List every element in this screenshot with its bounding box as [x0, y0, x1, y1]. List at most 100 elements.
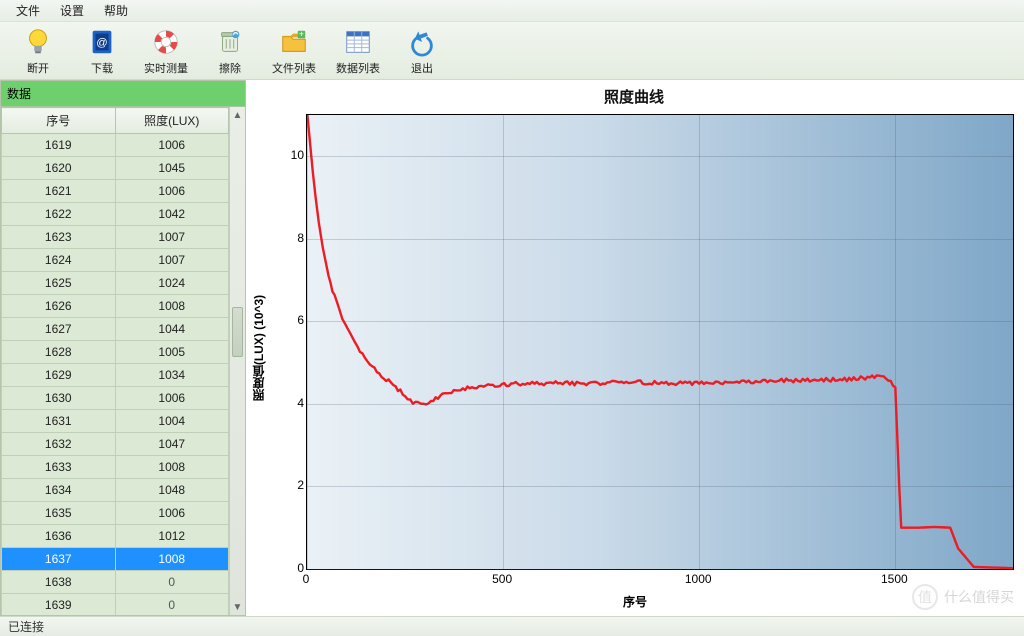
table-row[interactable]: 16231007	[2, 226, 229, 249]
toolbar-label: 文件列表	[272, 60, 316, 76]
disconnect-icon	[22, 26, 54, 58]
table-row[interactable]: 16261008	[2, 295, 229, 318]
y-tick-label: 6	[297, 313, 304, 327]
table-row[interactable]: 16321047	[2, 433, 229, 456]
table-row[interactable]: 16390	[2, 594, 229, 616]
table-row[interactable]: 16331008	[2, 456, 229, 479]
gridline-v	[307, 115, 308, 569]
x-tick-label: 1000	[685, 572, 712, 586]
column-seq[interactable]: 序号	[2, 108, 116, 134]
cell-seq: 1631	[2, 410, 116, 433]
menu-file[interactable]: 文件	[6, 0, 50, 21]
cell-seq: 1627	[2, 318, 116, 341]
gridline-h	[307, 239, 1013, 240]
cell-seq: 1632	[2, 433, 116, 456]
data-panel: 数据 序号 照度(LUX) 16191006162010451621100616…	[0, 80, 246, 616]
toolbar-realtime-button[interactable]: 实时测量	[134, 23, 198, 79]
table-row[interactable]: 16301006	[2, 387, 229, 410]
toolbar-label: 下载	[91, 60, 113, 76]
chart-plot-container	[306, 114, 1014, 570]
status-bar: 已连接	[0, 616, 1024, 636]
toolbar-label: 实时测量	[144, 60, 188, 76]
table-row[interactable]: 16311004	[2, 410, 229, 433]
table-row[interactable]: 16201045	[2, 157, 229, 180]
menu-settings[interactable]: 设置	[50, 0, 94, 21]
x-axis: 050010001500	[306, 572, 1014, 590]
cell-seq: 1624	[2, 249, 116, 272]
table-row[interactable]: 16371008	[2, 548, 229, 571]
cell-lux: 1024	[115, 272, 229, 295]
cell-lux: 1008	[115, 295, 229, 318]
toolbar-label: 擦除	[219, 60, 241, 76]
toolbar-filelist-button[interactable]: +文件列表	[262, 23, 326, 79]
y-tick-label: 2	[297, 478, 304, 492]
toolbar-label: 退出	[411, 60, 433, 76]
cell-lux: 1007	[115, 249, 229, 272]
series-line	[307, 115, 1013, 568]
menu-help[interactable]: 帮助	[94, 0, 138, 21]
chart-panel: 照度曲线 照度值(LUX) (10^3) 0246810 05001000150…	[246, 80, 1024, 616]
table-row[interactable]: 16341048	[2, 479, 229, 502]
cell-seq: 1620	[2, 157, 116, 180]
cell-lux: 1008	[115, 456, 229, 479]
connection-status: 已连接	[8, 618, 44, 635]
scroll-up-arrow[interactable]: ▲	[230, 107, 245, 123]
table-row[interactable]: 16191006	[2, 134, 229, 157]
table-row[interactable]: 16271044	[2, 318, 229, 341]
y-axis-label: 照度值(LUX) (10^3)	[250, 295, 267, 401]
cell-seq: 1634	[2, 479, 116, 502]
erase-icon	[214, 26, 246, 58]
table-row[interactable]: 16221042	[2, 203, 229, 226]
menu-bar: 文件 设置 帮助	[0, 0, 1024, 22]
column-lux[interactable]: 照度(LUX)	[115, 108, 229, 134]
cell-lux: 1008	[115, 548, 229, 571]
plot-area[interactable]	[306, 114, 1014, 570]
cell-lux: 1042	[115, 203, 229, 226]
cell-seq: 1623	[2, 226, 116, 249]
table-row[interactable]: 16361012	[2, 525, 229, 548]
table-row[interactable]: 16211006	[2, 180, 229, 203]
toolbar-erase-button[interactable]: 擦除	[198, 23, 262, 79]
table-row[interactable]: 16380	[2, 571, 229, 594]
y-tick-label: 4	[297, 396, 304, 410]
table-row[interactable]: 16241007	[2, 249, 229, 272]
x-tick-label: 500	[492, 572, 512, 586]
toolbar-datalist-button[interactable]: 数据列表	[326, 23, 390, 79]
cell-lux: 1034	[115, 364, 229, 387]
cell-seq: 1636	[2, 525, 116, 548]
table-row[interactable]: 16351006	[2, 502, 229, 525]
y-tick-label: 10	[291, 148, 304, 162]
scrollbar-thumb[interactable]	[232, 307, 243, 357]
table-row[interactable]: 16251024	[2, 272, 229, 295]
cell-seq: 1629	[2, 364, 116, 387]
y-axis: 0246810	[272, 114, 306, 570]
cell-lux: 1007	[115, 226, 229, 249]
cell-lux: 1005	[115, 341, 229, 364]
cell-seq: 1637	[2, 548, 116, 571]
toolbar-label: 数据列表	[336, 60, 380, 76]
cell-lux: 1006	[115, 502, 229, 525]
table-row[interactable]: 16291034	[2, 364, 229, 387]
table-row[interactable]: 16281005	[2, 341, 229, 364]
cell-seq: 1622	[2, 203, 116, 226]
cell-lux: 1006	[115, 134, 229, 157]
vertical-scrollbar[interactable]: ▲ ▼	[229, 107, 245, 615]
lux-curve	[307, 115, 1013, 569]
cell-seq: 1633	[2, 456, 116, 479]
cell-lux: 1045	[115, 157, 229, 180]
cell-lux: 1006	[115, 180, 229, 203]
cell-lux: 1047	[115, 433, 229, 456]
cell-lux: 1048	[115, 479, 229, 502]
toolbar-exit-button[interactable]: 退出	[390, 23, 454, 79]
scroll-down-arrow[interactable]: ▼	[230, 599, 245, 615]
chart-title: 照度曲线	[250, 86, 1018, 107]
gridline-h	[307, 569, 1013, 570]
toolbar-download-button[interactable]: @下载	[70, 23, 134, 79]
x-tick-label: 1500	[881, 572, 908, 586]
x-axis-label: 序号	[623, 593, 647, 610]
data-table[interactable]: 序号 照度(LUX) 16191006162010451621100616221…	[1, 107, 229, 615]
toolbar: 断开@下载实时测量 擦除 +文件列表数据列表 退出	[0, 22, 1024, 80]
content-area: 数据 序号 照度(LUX) 16191006162010451621100616…	[0, 80, 1024, 616]
toolbar-disconnect-button[interactable]: 断开	[6, 23, 70, 79]
cell-seq: 1638	[2, 571, 116, 594]
